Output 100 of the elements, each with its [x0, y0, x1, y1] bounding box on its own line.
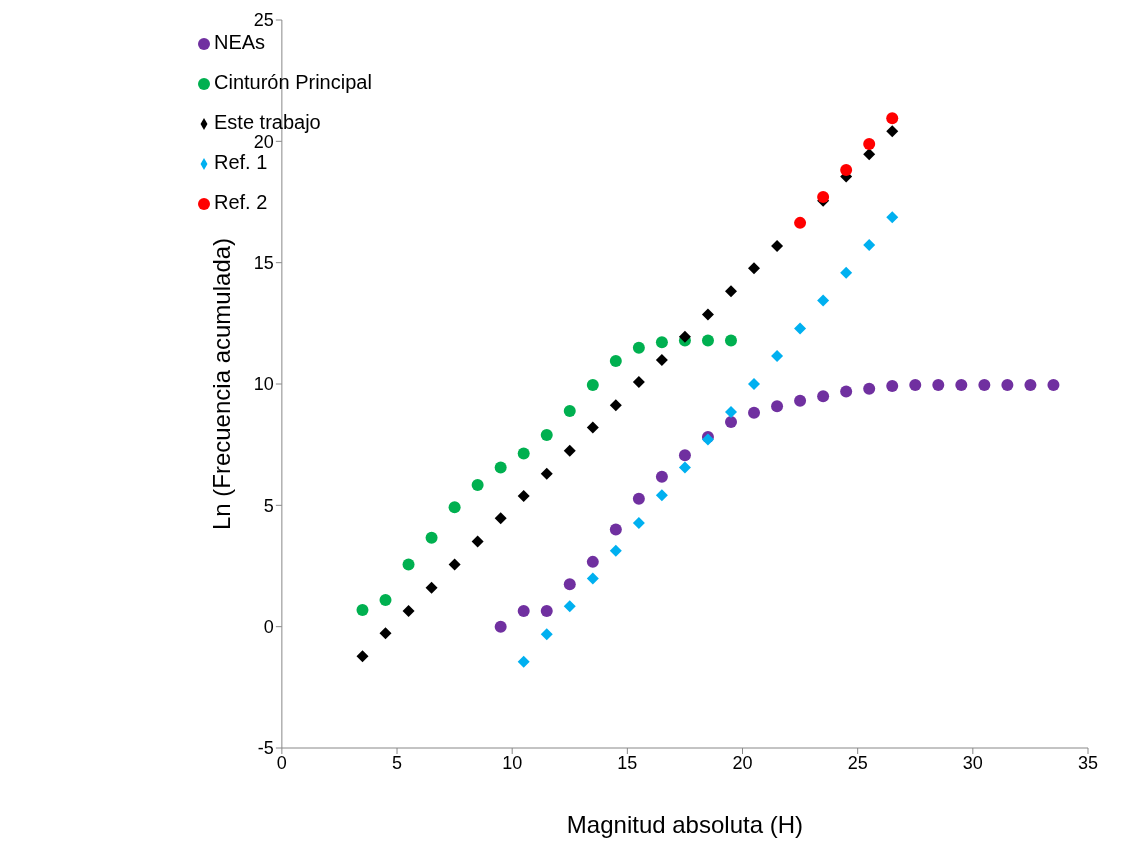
point	[632, 341, 645, 354]
y-tick-label: 0	[263, 617, 274, 638]
legend-label: NEAs	[214, 31, 266, 53]
point	[794, 322, 807, 335]
point	[563, 600, 576, 613]
point	[632, 517, 645, 530]
point	[494, 512, 507, 525]
x-tick-label: 5	[392, 752, 403, 773]
point	[609, 354, 622, 367]
point	[540, 428, 553, 441]
point	[448, 558, 461, 571]
y-axis-title: Ln (Frecuencia acumulada)	[208, 237, 236, 531]
point	[563, 578, 576, 591]
point	[655, 336, 668, 349]
point	[909, 378, 922, 391]
x-axis-title: Magnitud absoluta (H)	[566, 811, 803, 839]
point	[886, 379, 899, 392]
point	[863, 238, 876, 251]
point	[725, 334, 737, 347]
point	[678, 461, 691, 474]
point	[794, 216, 807, 229]
point	[840, 385, 853, 398]
point	[863, 138, 876, 150]
point	[609, 399, 622, 412]
point	[586, 421, 599, 434]
point	[655, 353, 668, 366]
point	[632, 376, 645, 389]
point	[632, 492, 645, 505]
point	[425, 531, 438, 544]
point	[817, 294, 830, 307]
point	[425, 581, 438, 594]
point	[724, 285, 737, 298]
point	[701, 308, 714, 321]
point	[494, 461, 507, 474]
legend-label: Este trabajo	[214, 111, 321, 133]
point	[771, 350, 784, 363]
point	[494, 620, 507, 633]
point	[402, 604, 415, 617]
point	[609, 523, 622, 536]
point	[817, 390, 830, 403]
point	[1047, 378, 1060, 391]
x-tick-label: 25	[847, 752, 868, 773]
x-tick-label: 0	[276, 752, 287, 773]
point	[402, 558, 415, 571]
x-tick-label: 30	[962, 752, 983, 773]
point	[356, 650, 369, 663]
point	[771, 400, 784, 413]
point	[863, 382, 876, 395]
point	[748, 406, 761, 419]
y-tick-label: 25	[253, 10, 274, 31]
point	[678, 330, 691, 343]
point	[725, 416, 737, 429]
point	[563, 444, 576, 457]
y-tick-label: 5	[263, 495, 274, 516]
point	[517, 655, 530, 668]
point	[955, 378, 968, 391]
point	[356, 603, 369, 616]
point	[724, 405, 737, 418]
x-tick-label: 10	[502, 752, 523, 773]
point	[840, 163, 853, 176]
point	[655, 489, 668, 502]
point	[540, 604, 553, 617]
legend-label: Cinturón Principal	[214, 71, 372, 93]
point	[379, 627, 392, 640]
y-tick-label: 10	[253, 374, 274, 395]
point	[886, 125, 899, 138]
point	[817, 190, 830, 203]
x-tick-label: 20	[732, 752, 753, 773]
legend-label: Ref. 2	[214, 191, 268, 213]
point	[886, 112, 899, 125]
point	[748, 378, 761, 390]
y-tick-label: -5	[257, 738, 274, 759]
y-tick-label: 15	[253, 253, 274, 274]
point	[771, 239, 784, 252]
point	[586, 572, 599, 585]
point	[840, 266, 853, 279]
point	[609, 544, 622, 557]
point	[678, 449, 691, 462]
point	[794, 394, 807, 407]
point	[379, 593, 392, 606]
point	[655, 470, 668, 483]
point	[586, 555, 599, 568]
point	[517, 447, 530, 460]
point	[448, 501, 461, 514]
legend-label: Ref. 1	[214, 151, 268, 173]
point	[471, 478, 484, 491]
point	[701, 334, 714, 347]
point	[586, 378, 599, 391]
point	[517, 490, 530, 503]
point	[540, 467, 553, 480]
point	[932, 378, 945, 391]
point	[978, 378, 991, 391]
point	[1001, 378, 1014, 391]
y-tick-label: 20	[253, 131, 274, 152]
point	[863, 148, 876, 161]
point	[471, 535, 484, 548]
point	[886, 211, 899, 224]
x-tick-label: 15	[617, 752, 638, 773]
point	[748, 262, 761, 275]
point	[1024, 378, 1037, 391]
